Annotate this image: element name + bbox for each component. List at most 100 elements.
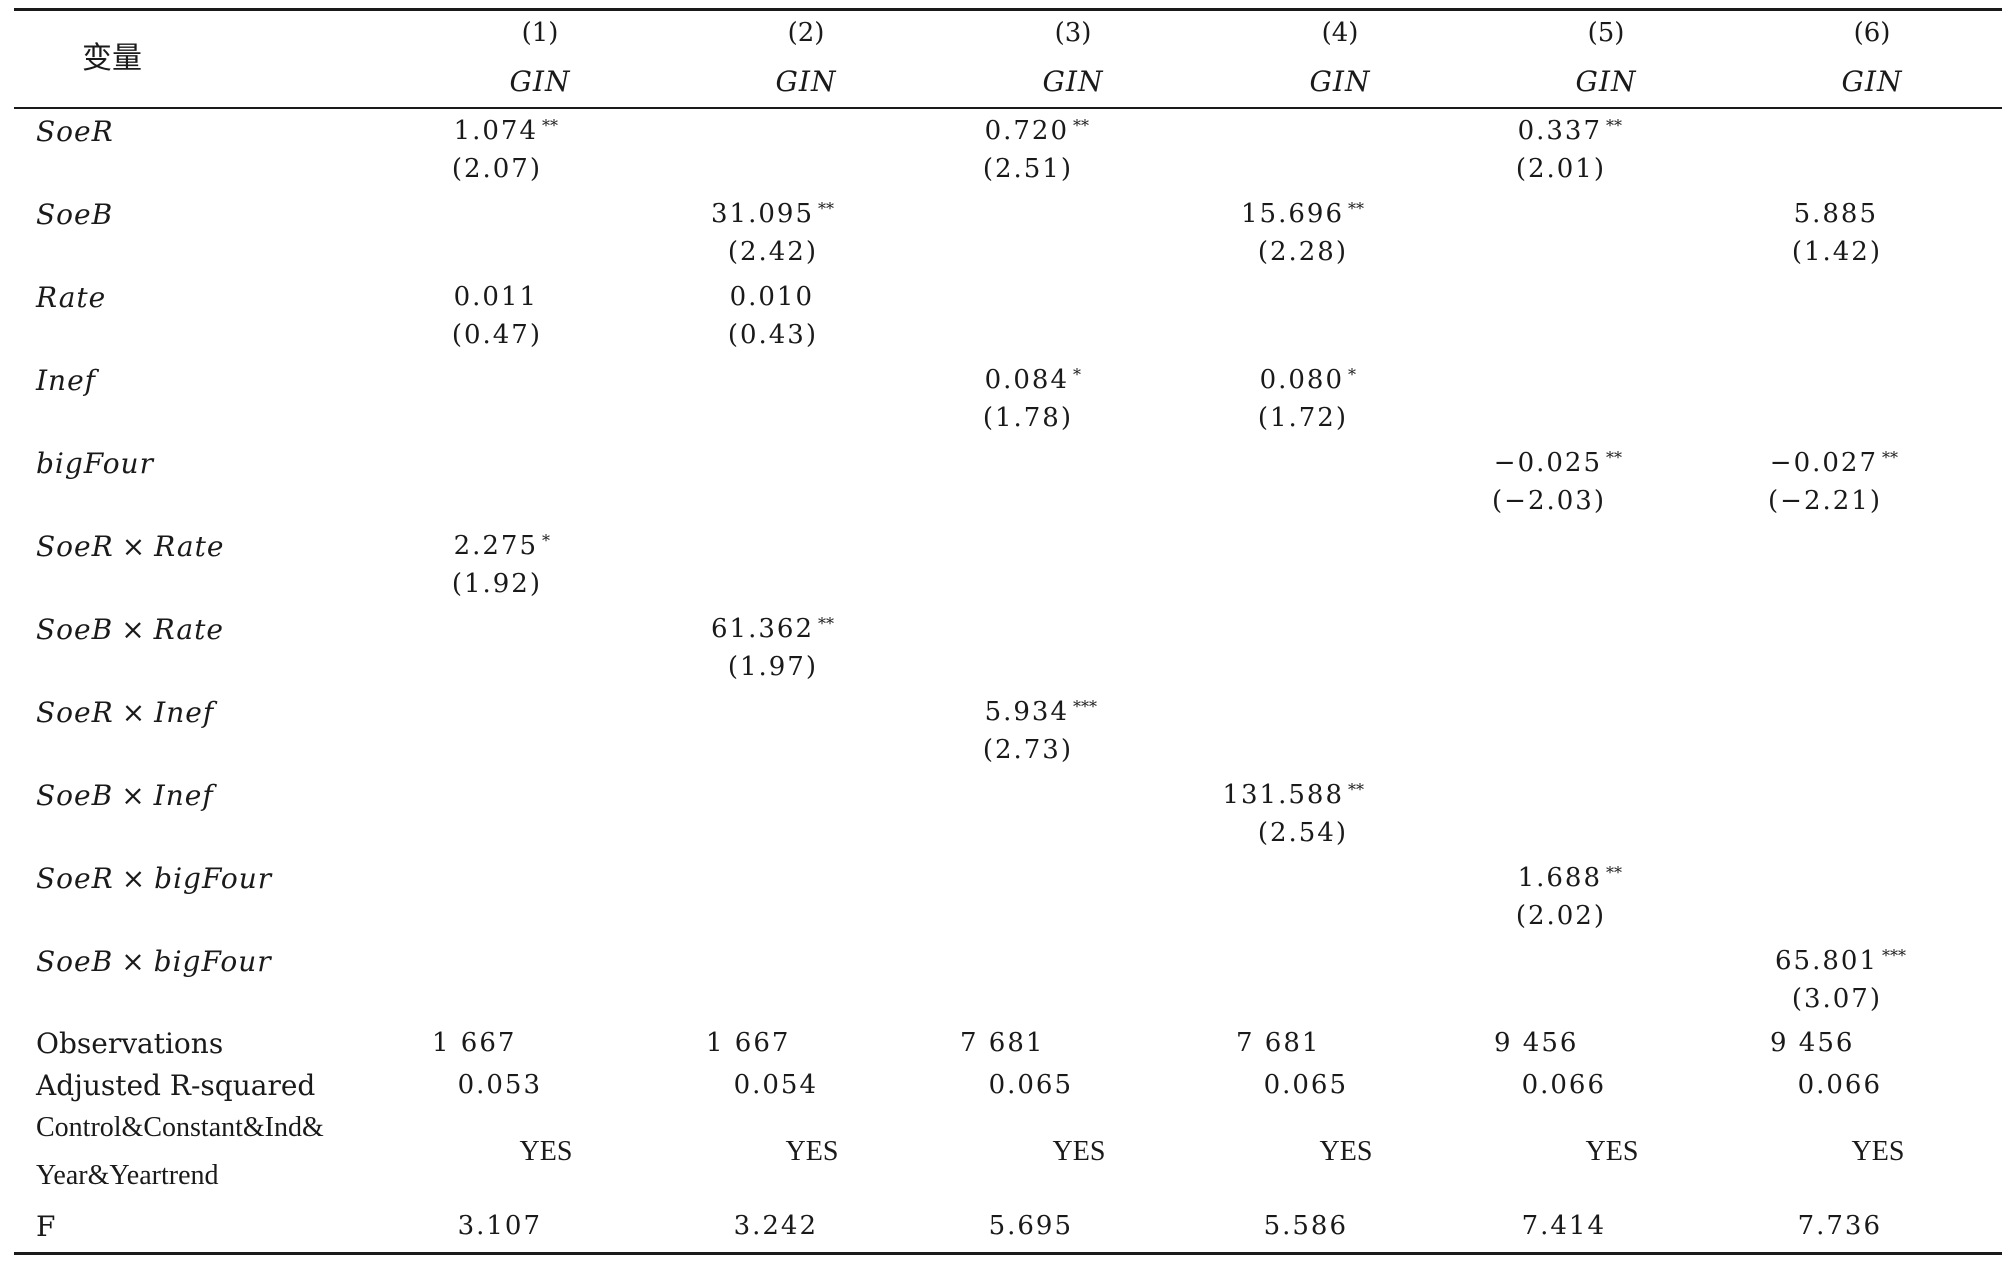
t-statistic: (2.51) <box>982 154 1073 184</box>
t-statistic: (1.78) <box>982 403 1073 433</box>
t-statistic: (2.02) <box>1515 901 1606 931</box>
controls-label-line1: Control&Constant&Ind& <box>36 1112 324 1143</box>
significance-stars: ** <box>1348 199 1364 218</box>
adjusted-r2-value: 0.065 <box>1263 1070 1348 1100</box>
t-statistic: (1.97) <box>727 652 818 682</box>
variable-term: SoeB <box>36 945 114 978</box>
significance-stars: ** <box>1606 116 1622 135</box>
coefficient-number: 0.011 <box>453 282 538 312</box>
t-statistic: (3.07) <box>1791 984 1882 1014</box>
dependent-variable-header: GIN <box>1575 65 1637 98</box>
coefficient-number: 0.084 <box>984 365 1069 395</box>
variable-term: bigFour <box>36 447 154 480</box>
column-number-header: (3) <box>1054 18 1092 48</box>
significance-stars: * <box>1348 365 1356 384</box>
coefficient-value: 2.275 * <box>454 533 572 560</box>
controls-value: YES <box>785 1136 839 1167</box>
variable-term: SoeR <box>36 696 114 729</box>
observations-label: Observations <box>36 1027 224 1060</box>
coefficient-value: −0.027 ** <box>1769 448 1912 478</box>
observations-value: 1 667 <box>432 1028 517 1058</box>
coefficient-number: 5.934 <box>984 697 1069 727</box>
variable-name: SoeB <box>36 201 113 229</box>
f-statistic-value: 3.242 <box>733 1211 818 1241</box>
coefficient-number: 61.362 <box>711 614 814 644</box>
coefficient-value: 65.801 *** <box>1775 946 1912 975</box>
coefficient-number: 15.696 <box>1241 199 1344 229</box>
coefficient-number: 31.095 <box>711 199 814 229</box>
column-number-header: (1) <box>521 18 559 48</box>
coefficient-value: 5.885 <box>1794 201 1912 227</box>
t-statistic: (1.42) <box>1791 237 1882 267</box>
coefficient-value: 1.688 ** <box>1517 863 1636 893</box>
adjusted-r2-value: 0.065 <box>988 1070 1073 1100</box>
controls-value: YES <box>1052 1136 1106 1167</box>
interaction-symbol: × <box>121 945 146 978</box>
t-statistic: (2.28) <box>1257 237 1348 267</box>
column-number-header: (6) <box>1853 18 1891 48</box>
significance-stars: *** <box>1073 697 1097 716</box>
observations-value: 1 667 <box>706 1028 791 1058</box>
coefficient-number: 0.337 <box>1517 116 1602 146</box>
variable-term: Inef <box>154 696 215 729</box>
significance-stars: ** <box>818 614 834 633</box>
significance-stars: ** <box>1882 448 1898 467</box>
coefficient-number: −0.027 <box>1769 448 1878 478</box>
variable-column-header: 变量 <box>82 41 142 76</box>
variable-term: Rate <box>153 613 224 646</box>
adjusted-r2-value: 0.053 <box>457 1070 542 1100</box>
t-statistic: (1.92) <box>451 569 542 599</box>
significance-stars: ** <box>1606 448 1622 467</box>
interaction-symbol: × <box>121 862 147 895</box>
variable-name: SoeR × bigFour <box>36 865 272 893</box>
coefficient-value: 0.720 ** <box>985 116 1103 145</box>
coefficient-value: 0.010 <box>730 284 848 310</box>
significance-stars: ** <box>542 116 558 135</box>
significance-stars: *** <box>1882 946 1906 965</box>
interaction-symbol: × <box>121 530 147 563</box>
coefficient-number: 5.885 <box>1793 199 1878 229</box>
adjusted-r2-value: 0.066 <box>1521 1070 1606 1100</box>
t-statistic: (2.07) <box>451 154 542 184</box>
t-statistic: (2.42) <box>727 237 818 267</box>
coefficient-number: 1.074 <box>453 116 538 146</box>
variable-term: SoeR <box>36 862 114 895</box>
variable-term: bigFour <box>154 862 273 895</box>
t-statistic: (0.47) <box>451 320 542 350</box>
variable-name: SoeB × Rate <box>36 616 224 644</box>
t-statistic: (2.73) <box>982 735 1073 765</box>
variable-name: Rate <box>36 284 106 312</box>
coefficient-value: 0.084 * <box>984 365 1103 395</box>
dependent-variable-header: GIN <box>1309 65 1371 98</box>
f-statistic-value: 5.586 <box>1263 1211 1348 1241</box>
controls-value: YES <box>519 1136 573 1167</box>
coefficient-number: 0.080 <box>1259 365 1344 395</box>
coefficient-value: 0.080 * <box>1259 365 1378 395</box>
variable-name: SoeB × Inef <box>36 782 214 810</box>
f-statistic-label: F <box>36 1210 56 1243</box>
interaction-symbol: × <box>121 613 146 646</box>
adjusted-r2-label: Adjusted R-squared <box>36 1069 316 1102</box>
coefficient-value: 131.588 ** <box>1222 782 1378 809</box>
variable-term: SoeR <box>36 530 114 563</box>
f-statistic-value: 7.414 <box>1521 1211 1606 1241</box>
table-header-rule <box>14 107 2002 109</box>
variable-name: SoeR <box>36 118 114 146</box>
variable-term: Rate <box>36 281 107 314</box>
column-number-header: (4) <box>1321 18 1359 48</box>
coefficient-number: −0.025 <box>1493 448 1602 478</box>
dependent-variable-header: GIN <box>1841 65 1903 98</box>
significance-stars: ** <box>1606 863 1622 882</box>
variable-name: bigFour <box>36 450 154 478</box>
coefficient-value: −0.025 ** <box>1493 448 1636 478</box>
significance-stars: ** <box>1073 116 1089 135</box>
table-bottom-rule <box>14 1252 2002 1255</box>
variable-name: Inef <box>36 367 96 395</box>
observations-value: 9 456 <box>1494 1028 1579 1058</box>
coefficient-value: 31.095 ** <box>711 199 848 229</box>
variable-name: SoeB × bigFour <box>36 948 272 976</box>
variable-term: SoeB <box>36 779 114 812</box>
variable-term: Rate <box>154 530 225 563</box>
controls-value: YES <box>1851 1136 1905 1167</box>
coefficient-number: 1.688 <box>1517 863 1602 893</box>
